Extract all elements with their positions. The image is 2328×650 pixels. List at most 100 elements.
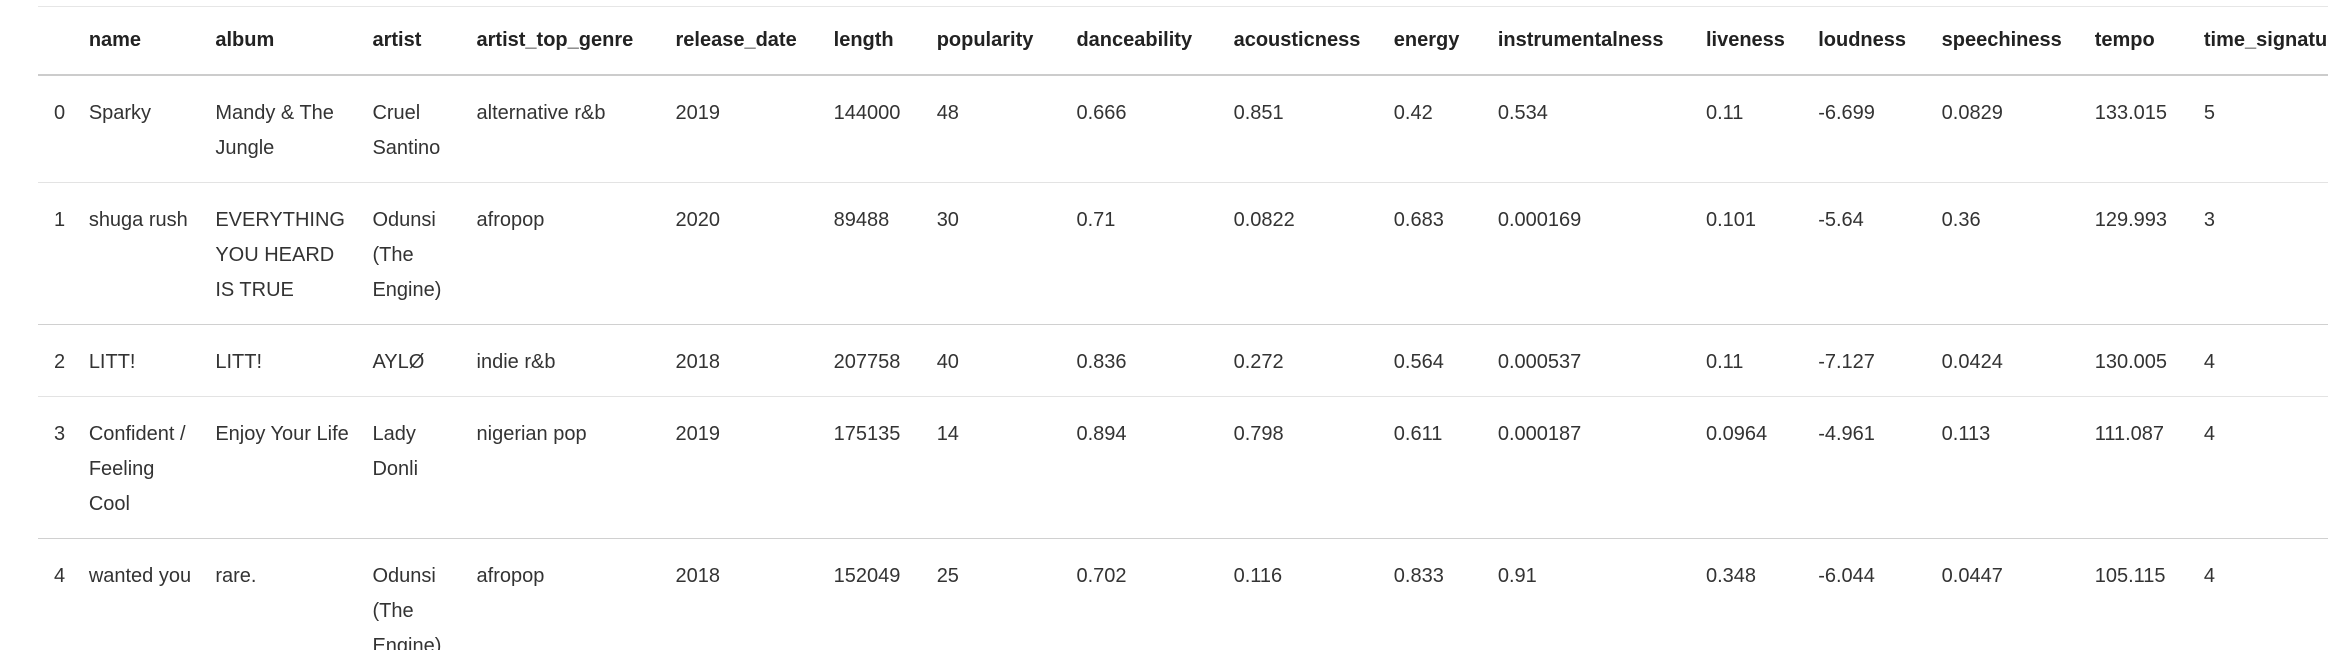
cell-release-date: 2018: [665, 324, 824, 397]
cell-tempo: 130.005: [2084, 324, 2194, 397]
cell-speechiness: 0.0829: [1931, 75, 2085, 183]
cell-time-signature: 4: [2193, 396, 2328, 539]
cell-name: wanted you: [78, 538, 206, 650]
header-loudness: loudness: [1808, 7, 1932, 76]
row-index: 3: [38, 396, 79, 539]
cell-acousticness: 0.116: [1223, 538, 1384, 650]
cell-speechiness: 0.0447: [1931, 538, 2085, 650]
header-name: name: [78, 7, 206, 76]
header-album: album: [205, 7, 363, 76]
header-index: [38, 7, 79, 76]
cell-artist: Odunsi (The Engine): [362, 538, 467, 650]
cell-name: shuga rush: [78, 182, 206, 325]
cell-loudness: -4.961: [1808, 396, 1932, 539]
header-length: length: [823, 7, 927, 76]
cell-loudness: -6.044: [1808, 538, 1932, 650]
header-tempo: tempo: [2084, 7, 2194, 76]
cell-energy: 0.564: [1383, 324, 1488, 397]
header-speechiness: speechiness: [1931, 7, 2085, 76]
row-index: 2: [38, 324, 79, 397]
cell-energy: 0.833: [1383, 538, 1488, 650]
cell-loudness: -6.699: [1808, 75, 1932, 183]
cell-danceability: 0.666: [1066, 75, 1224, 183]
header-acousticness: acousticness: [1223, 7, 1384, 76]
header-row: name album artist artist_top_genre relea…: [38, 7, 2328, 76]
cell-tempo: 129.993: [2084, 182, 2194, 325]
dataframe-table: name album artist artist_top_genre relea…: [38, 7, 2328, 650]
dataframe-table-container: name album artist artist_top_genre relea…: [38, 6, 2328, 650]
cell-release-date: 2019: [665, 75, 824, 183]
cell-popularity: 40: [926, 324, 1067, 397]
cell-length: 207758: [823, 324, 927, 397]
table-row: 1 shuga rush EVERYTHING YOU HEARD IS TRU…: [38, 182, 2328, 325]
table-row: 4 wanted you rare. Odunsi (The Engine) a…: [38, 538, 2328, 650]
cell-instrumentalness: 0.000537: [1487, 324, 1696, 397]
cell-name: LITT!: [78, 324, 206, 397]
cell-energy: 0.611: [1383, 396, 1488, 539]
cell-liveness: 0.101: [1695, 182, 1809, 325]
cell-length: 144000: [823, 75, 927, 183]
cell-artist: Lady Donli: [362, 396, 467, 539]
header-release-date: release_date: [665, 7, 824, 76]
header-liveness: liveness: [1695, 7, 1809, 76]
cell-popularity: 25: [926, 538, 1067, 650]
cell-time-signature: 4: [2193, 324, 2328, 397]
cell-speechiness: 0.113: [1931, 396, 2085, 539]
cell-album: EVERYTHING YOU HEARD IS TRUE: [205, 182, 363, 325]
cell-liveness: 0.11: [1695, 75, 1809, 183]
cell-instrumentalness: 0.534: [1487, 75, 1696, 183]
cell-danceability: 0.836: [1066, 324, 1224, 397]
cell-tempo: 105.115: [2084, 538, 2194, 650]
cell-length: 175135: [823, 396, 927, 539]
cell-acousticness: 0.851: [1223, 75, 1384, 183]
cell-album: Mandy & The Jungle: [205, 75, 363, 183]
cell-popularity: 48: [926, 75, 1067, 183]
cell-danceability: 0.894: [1066, 396, 1224, 539]
cell-acousticness: 0.798: [1223, 396, 1384, 539]
cell-popularity: 14: [926, 396, 1067, 539]
cell-album: Enjoy Your Life: [205, 396, 363, 539]
cell-speechiness: 0.0424: [1931, 324, 2085, 397]
table-row: 3 Confident / Feeling Cool Enjoy Your Li…: [38, 396, 2328, 539]
header-energy: energy: [1383, 7, 1488, 76]
cell-artist: Cruel Santino: [362, 75, 467, 183]
cell-release-date: 2019: [665, 396, 824, 539]
header-popularity: popularity: [926, 7, 1067, 76]
header-time-signature: time_signature: [2193, 7, 2328, 76]
cell-liveness: 0.11: [1695, 324, 1809, 397]
cell-name: Sparky: [78, 75, 206, 183]
cell-tempo: 133.015: [2084, 75, 2194, 183]
cell-length: 89488: [823, 182, 927, 325]
cell-loudness: -7.127: [1808, 324, 1932, 397]
cell-artist: Odunsi (The Engine): [362, 182, 467, 325]
cell-tempo: 111.087: [2084, 396, 2194, 539]
cell-artist-top-genre: afropop: [466, 182, 666, 325]
cell-energy: 0.42: [1383, 75, 1488, 183]
cell-artist-top-genre: alternative r&b: [466, 75, 666, 183]
cell-length: 152049: [823, 538, 927, 650]
cell-instrumentalness: 0.91: [1487, 538, 1696, 650]
cell-release-date: 2020: [665, 182, 824, 325]
cell-speechiness: 0.36: [1931, 182, 2085, 325]
row-index: 1: [38, 182, 79, 325]
cell-artist: AYLØ: [362, 324, 467, 397]
cell-time-signature: 4: [2193, 538, 2328, 650]
cell-acousticness: 0.272: [1223, 324, 1384, 397]
cell-artist-top-genre: afropop: [466, 538, 666, 650]
cell-loudness: -5.64: [1808, 182, 1932, 325]
cell-release-date: 2018: [665, 538, 824, 650]
row-index: 0: [38, 75, 79, 183]
header-instrumentalness: instrumentalness: [1487, 7, 1696, 76]
cell-energy: 0.683: [1383, 182, 1488, 325]
header-artist: artist: [362, 7, 467, 76]
cell-album: rare.: [205, 538, 363, 650]
cell-danceability: 0.702: [1066, 538, 1224, 650]
table-row: 0 Sparky Mandy & The Jungle Cruel Santin…: [38, 75, 2328, 183]
cell-time-signature: 5: [2193, 75, 2328, 183]
row-index: 4: [38, 538, 79, 650]
cell-name: Confident / Feeling Cool: [78, 396, 206, 539]
cell-acousticness: 0.0822: [1223, 182, 1384, 325]
cell-album: LITT!: [205, 324, 363, 397]
cell-liveness: 0.348: [1695, 538, 1809, 650]
cell-instrumentalness: 0.000187: [1487, 396, 1696, 539]
